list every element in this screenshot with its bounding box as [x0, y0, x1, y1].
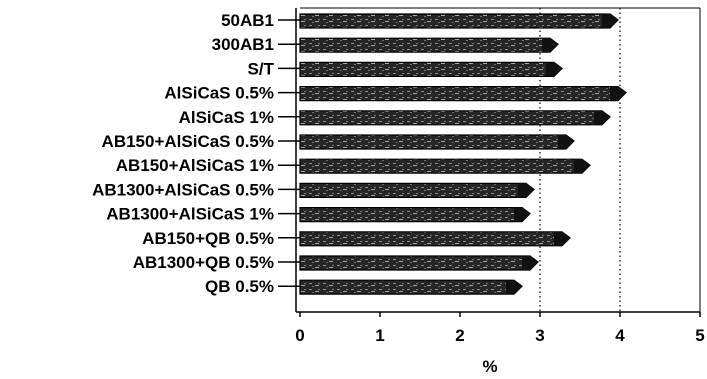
bar — [299, 134, 575, 150]
category-label: 50AB1 — [221, 11, 274, 30]
category-label: AlSiCaS 1% — [179, 108, 274, 127]
category-labels: 50AB1 300AB1 S/T AlSiCaS 0.5% AlSiCaS 1% AB15… — [92, 11, 275, 296]
x-tick-label: 4 — [615, 326, 625, 345]
grid-lines — [539, 8, 621, 312]
x-tick-label: 3 — [535, 326, 544, 345]
category-label: AlSiCaS 0.5% — [164, 84, 274, 103]
bar — [299, 13, 619, 29]
bar — [299, 110, 611, 126]
axes — [278, 7, 701, 317]
category-label: AB1300+AlSiCaS 1% — [106, 205, 274, 224]
bar — [299, 61, 563, 78]
category-label: AB150+QB 0.5% — [142, 229, 274, 248]
bar — [299, 37, 559, 53]
bar — [299, 85, 627, 102]
bar — [299, 231, 571, 247]
category-label: S/T — [248, 59, 275, 78]
category-label: 300AB1 — [212, 35, 274, 54]
x-tick-labels: 0 1 2 3 4 5 — [295, 326, 704, 345]
x-tick-label: 1 — [375, 326, 384, 345]
x-tick-label: 2 — [455, 326, 464, 345]
x-tick-label: 5 — [695, 326, 704, 345]
category-label: AB1300+QB 0.5% — [133, 253, 274, 272]
bar — [299, 158, 591, 174]
category-label: AB1300+AlSiCaS 0.5% — [92, 180, 274, 199]
bar — [299, 279, 523, 295]
bars — [299, 13, 627, 295]
x-axis-title: % — [482, 357, 497, 374]
x-tick-label: 0 — [295, 326, 304, 345]
bar — [299, 207, 531, 223]
category-label: QB 0.5% — [205, 277, 274, 296]
category-label: AB150+AlSiCaS 0.5% — [102, 132, 274, 151]
bar — [299, 255, 539, 271]
category-label: AB150+AlSiCaS 1% — [116, 156, 274, 175]
bar — [299, 182, 535, 198]
